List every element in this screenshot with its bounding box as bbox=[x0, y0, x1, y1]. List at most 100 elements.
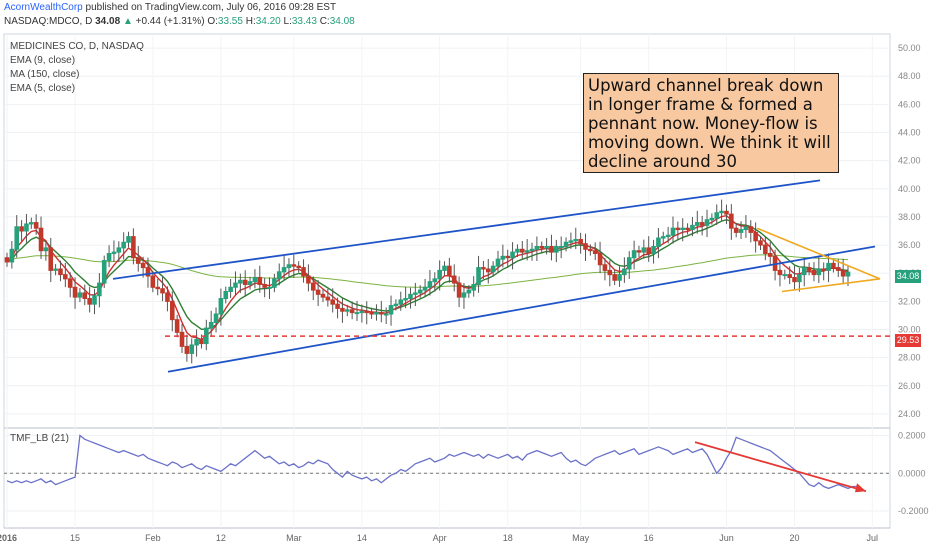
annotation-box[interactable]: Upward channel break down in longer fram… bbox=[583, 73, 839, 173]
candle-body bbox=[821, 268, 826, 271]
candle-body bbox=[709, 217, 715, 221]
x-tick-label: 12 bbox=[216, 533, 226, 543]
candle-body bbox=[131, 236, 136, 259]
candle-body bbox=[155, 286, 160, 290]
candle-body bbox=[398, 299, 404, 305]
candle-body bbox=[476, 267, 481, 285]
candle-body bbox=[403, 298, 408, 301]
annotation-line: decline around 30 bbox=[588, 152, 737, 171]
drawings bbox=[112, 179, 890, 373]
candle-body bbox=[272, 278, 277, 288]
tmf-line bbox=[6, 434, 858, 490]
price-change: +0.44 (+1.31%) bbox=[135, 16, 205, 27]
y-tick-label: 26.00 bbox=[898, 381, 921, 391]
candle-body bbox=[826, 262, 831, 271]
x-tick-label: 14 bbox=[357, 533, 367, 543]
candle-body bbox=[753, 231, 758, 242]
candle-body bbox=[325, 296, 331, 301]
candle-body bbox=[680, 227, 686, 231]
tmf-panel bbox=[4, 434, 890, 493]
candle-body bbox=[743, 226, 749, 231]
candle-body bbox=[544, 245, 549, 249]
candle-body bbox=[169, 300, 175, 321]
candle-body bbox=[432, 278, 438, 283]
candle-body bbox=[510, 251, 515, 259]
low-value: 33.43 bbox=[291, 16, 317, 27]
candle-body bbox=[359, 310, 365, 314]
candle-body bbox=[262, 283, 267, 288]
ema9-line bbox=[6, 218, 849, 331]
open-label: O: bbox=[207, 16, 218, 27]
candle-body bbox=[787, 274, 792, 278]
x-tick-label: May bbox=[572, 533, 590, 543]
candle-body bbox=[495, 258, 501, 267]
candle-body bbox=[247, 281, 253, 285]
candle-body bbox=[291, 264, 297, 267]
y-tick-label: 30.00 bbox=[898, 325, 921, 335]
candle-body bbox=[738, 229, 744, 233]
candle-body bbox=[558, 245, 564, 248]
candle-body bbox=[617, 274, 622, 281]
candle-body bbox=[252, 276, 258, 283]
candle-body bbox=[388, 305, 394, 315]
high-label: H: bbox=[245, 16, 256, 27]
channel-lower-line bbox=[167, 245, 876, 373]
candle-body bbox=[379, 312, 384, 315]
candles bbox=[4, 199, 851, 364]
candle-body bbox=[427, 281, 433, 288]
x-tick-label: Apr bbox=[433, 533, 447, 543]
tmf-tick-label: 0.0000 bbox=[898, 468, 926, 478]
candle-body bbox=[92, 295, 97, 305]
candle-body bbox=[612, 274, 617, 281]
close-label: C: bbox=[319, 16, 330, 27]
candle-body bbox=[58, 268, 63, 276]
candle-body bbox=[43, 247, 49, 252]
y-tick-label: 44.00 bbox=[898, 128, 921, 138]
annotation-line: moving down. We think it will bbox=[588, 133, 831, 152]
candle-body bbox=[447, 265, 452, 277]
candle-body bbox=[19, 226, 24, 232]
y-tick-label: 40.00 bbox=[898, 184, 921, 194]
candle-body bbox=[140, 262, 146, 269]
candle-body bbox=[588, 248, 593, 252]
candle-body bbox=[14, 226, 20, 250]
candle-body bbox=[106, 253, 112, 262]
candle-body bbox=[121, 241, 126, 249]
candle-body bbox=[267, 286, 272, 289]
candle-body bbox=[213, 313, 219, 323]
author-link[interactable]: AcornWealthCorp bbox=[4, 2, 83, 13]
last-price-tag: 34.08 bbox=[895, 270, 921, 283]
candle-body bbox=[490, 265, 496, 273]
legend-ema5[interactable]: EMA (5, close) bbox=[10, 83, 76, 94]
candle-body bbox=[714, 212, 720, 219]
chart-frame bbox=[3, 33, 891, 529]
indicator-label: TMF_LB (21) bbox=[10, 433, 69, 444]
candle-body bbox=[481, 267, 486, 270]
legend-ma150[interactable]: MA (150, close) bbox=[10, 69, 80, 80]
y-tick-label: 24.00 bbox=[898, 409, 921, 419]
candle-body bbox=[529, 248, 535, 252]
close-value: 34.08 bbox=[329, 16, 355, 27]
candle-body bbox=[534, 245, 540, 250]
candle-body bbox=[48, 247, 54, 271]
x-tick-label: Mar bbox=[286, 533, 302, 543]
candle-body bbox=[592, 250, 598, 255]
candle-body bbox=[578, 238, 583, 245]
candle-body bbox=[340, 307, 345, 312]
candle-body bbox=[296, 265, 301, 269]
candle-body bbox=[315, 289, 321, 295]
candle-body bbox=[729, 213, 734, 229]
candle-body bbox=[554, 245, 559, 253]
candle-body bbox=[797, 274, 802, 283]
arrow-head-icon bbox=[855, 483, 866, 493]
legend-ema9[interactable]: EMA (9, close) bbox=[10, 55, 76, 66]
candle-body bbox=[165, 292, 170, 302]
candle-body bbox=[442, 265, 447, 271]
candle-body bbox=[811, 269, 817, 276]
symbol-label: NASDAQ:MDCO, D bbox=[4, 16, 93, 27]
candle-body bbox=[218, 298, 224, 315]
candle-body bbox=[763, 244, 768, 255]
candle-body bbox=[801, 267, 807, 276]
candle-body bbox=[335, 303, 340, 309]
